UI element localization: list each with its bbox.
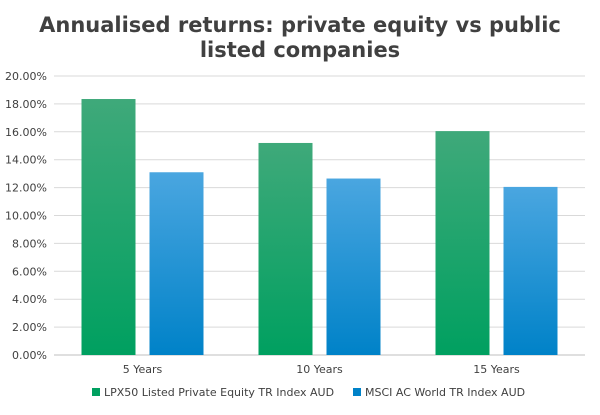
legend-swatch-1 <box>353 388 361 396</box>
y-tick-label: 16.00% <box>5 126 47 139</box>
x-tick-label: 5 Years <box>123 363 163 376</box>
y-tick-label: 0.00% <box>12 349 47 362</box>
bar-lpx50-2 <box>435 131 490 355</box>
legend-swatch-0 <box>92 388 100 396</box>
x-tick-label: 10 Years <box>296 363 343 376</box>
legend-label-0: LPX50 Listed Private Equity TR Index AUD <box>104 386 334 399</box>
y-tick-label: 2.00% <box>12 321 47 334</box>
y-tick-label: 14.00% <box>5 154 47 167</box>
y-tick-label: 8.00% <box>12 237 47 250</box>
x-tick-label: 15 Years <box>473 363 520 376</box>
gridlines <box>54 75 585 356</box>
bar-msci-2 <box>503 186 558 355</box>
y-tick-label: 6.00% <box>12 265 47 278</box>
bars <box>81 99 558 355</box>
y-axis-ticks: 0.00% 2.00% 4.00% 6.00% 8.00% 10.00% 12.00% 14.… <box>5 70 47 362</box>
y-tick-label: 12.00% <box>5 182 47 195</box>
chart-title-line-2: listed companies <box>199 38 401 62</box>
legend: LPX50 Listed Private Equity TR Index AUD… <box>92 386 525 399</box>
x-axis-ticks: 5 Years 10 Years 15 Years <box>123 363 520 376</box>
legend-label-1: MSCI AC World TR Index AUD <box>365 386 525 399</box>
y-tick-label: 4.00% <box>12 293 47 306</box>
bar-msci-0 <box>149 172 204 355</box>
bar-msci-1 <box>326 178 381 355</box>
chart-title-line-1: Annualised returns: private equity vs pu… <box>39 13 561 37</box>
bar-lpx50-0 <box>81 99 136 355</box>
y-tick-label: 20.00% <box>5 70 47 83</box>
y-tick-label: 18.00% <box>5 98 47 111</box>
bar-lpx50-1 <box>258 142 313 355</box>
y-tick-label: 10.00% <box>5 210 47 223</box>
